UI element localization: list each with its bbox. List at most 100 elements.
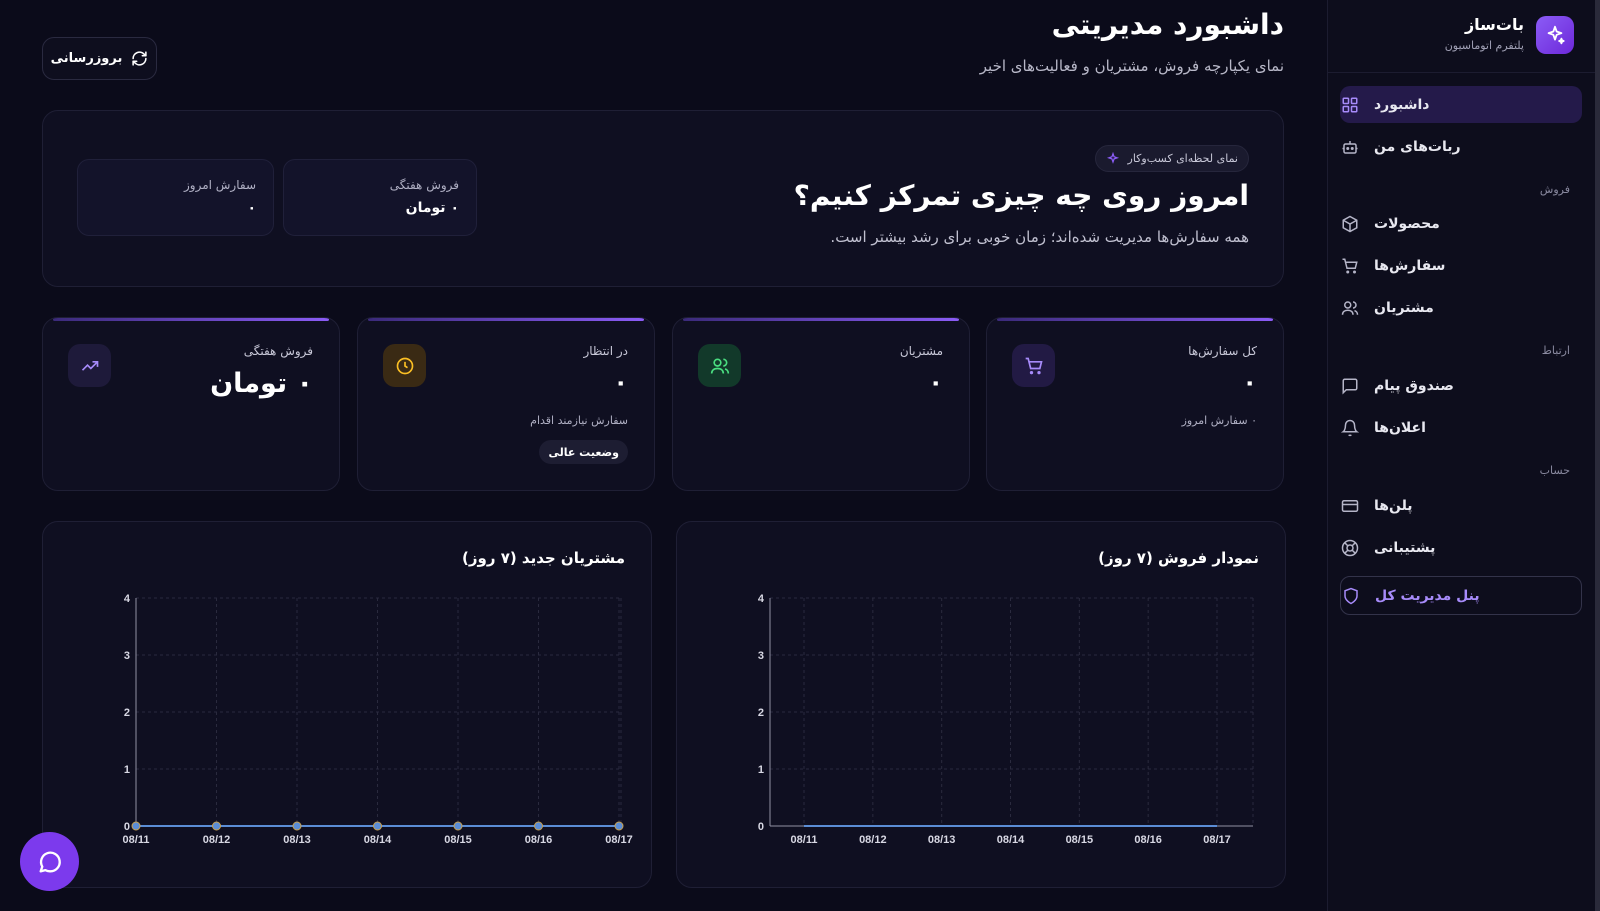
nav-section-account: حساب	[1539, 464, 1570, 477]
chart-title: مشتریان جدید (۷ روز)	[462, 549, 625, 567]
box-icon	[1340, 214, 1360, 234]
y-tick-label: 1	[758, 764, 764, 776]
x-tick-label: 08/11	[123, 834, 150, 846]
sidebar: بات‌ساز پلتفرم اتوماسیون داشبورد ربات‌ها…	[1327, 0, 1600, 911]
hero-text: همه سفارش‌ها مدیریت شده‌اند؛ زمان خوبی ب…	[830, 228, 1249, 246]
sidebar-item-inbox[interactable]: صندوق پیام	[1340, 367, 1582, 404]
sidebar-item-customers[interactable]: مشتریان	[1340, 289, 1582, 326]
y-tick-label: 1	[124, 764, 130, 776]
x-tick-label: 08/15	[444, 834, 472, 846]
stat-card-total-orders: کل سفارش‌ها ۰ ۰ سفارش امروز	[986, 317, 1284, 491]
trending-up-icon	[68, 344, 111, 387]
stat-label: کل سفارش‌ها	[1188, 344, 1257, 358]
sidebar-item-products[interactable]: محصولات	[1340, 205, 1582, 242]
brand-logo-icon	[1536, 16, 1574, 54]
stat-note: ۰ سفارش امروز	[1181, 414, 1257, 427]
data-point	[614, 821, 624, 831]
lifebuoy-icon	[1340, 538, 1360, 558]
x-tick-label: 08/12	[203, 834, 231, 846]
data-point	[534, 821, 543, 831]
stat-label: در انتظار	[583, 344, 628, 358]
hero-today-orders: سفارش امروز ۰	[77, 159, 274, 236]
y-tick-label: 0	[124, 821, 130, 833]
stat-accent-bar	[683, 318, 959, 321]
sidebar-item-dashboard[interactable]: داشبورد	[1340, 86, 1582, 123]
sidebar-item-label: ربات‌های من	[1374, 138, 1461, 155]
x-tick-label: 08/11	[791, 834, 818, 846]
chat-icon	[36, 848, 64, 876]
sidebar-item-support[interactable]: پشتیبانی	[1340, 529, 1582, 566]
refresh-icon	[131, 50, 148, 67]
stat-accent-bar	[53, 318, 329, 321]
x-tick-label: 08/12	[859, 834, 887, 846]
y-tick-label: 4	[758, 593, 765, 605]
x-tick-label: 08/17	[605, 834, 633, 846]
sparkle-icon	[1106, 151, 1120, 166]
sidebar-item-label: داشبورد	[1374, 96, 1430, 113]
stat-label: فروش هفتگی	[243, 344, 313, 358]
status-badge: وضعیت عالی	[539, 440, 628, 464]
bot-icon	[1340, 137, 1360, 157]
hero-card: نمای لحظه‌ای کسب‌وکار امروز روی چه چیزی …	[42, 110, 1284, 287]
sidebar-item-label: صندوق پیام	[1374, 377, 1454, 394]
hero-weekly-sales: فروش هفتگی ۰ تومان	[283, 159, 477, 236]
sidebar-item-my-bots[interactable]: ربات‌های من	[1340, 128, 1582, 165]
stat-value: ۰	[928, 368, 943, 396]
brand-name: بات‌ساز	[1464, 15, 1524, 34]
y-tick-label: 3	[124, 650, 130, 662]
sales-chart-card: نمودار فروش (۷ روز) 0 1 2 3 4 08/11 08/12 08/13…	[676, 521, 1286, 888]
shield-icon	[1341, 586, 1361, 606]
cart-icon	[1012, 344, 1055, 387]
brand-subtitle: پلتفرم اتوماسیون	[1444, 39, 1524, 52]
customers-chart-card: مشتریان جدید (۷ روز) 0 1 2 3 4 08/11 08/12 08/1…	[42, 521, 652, 888]
stat-value: ۰	[1242, 368, 1257, 396]
y-tick-label: 3	[758, 650, 764, 662]
sales-chart: 0 1 2 3 4 08/11 08/12 08/13 08/14 08/15 08/16 08/17	[758, 593, 1254, 846]
sidebar-item-label: پنل مدیریت کل	[1375, 587, 1480, 604]
grid-icon	[1340, 95, 1360, 115]
chart-title: نمودار فروش (۷ روز)	[1098, 549, 1259, 567]
stat-value: ۰ تومان	[210, 368, 313, 399]
x-tick-label: 08/14	[997, 834, 1025, 846]
data-point	[373, 821, 382, 831]
bell-icon	[1340, 418, 1360, 438]
refresh-button-label: بروزرسانی	[50, 51, 123, 66]
sidebar-item-label: پشتیبانی	[1374, 539, 1436, 556]
credit-card-icon	[1340, 496, 1360, 516]
data-point	[212, 821, 221, 831]
cart-icon	[1340, 256, 1360, 276]
refresh-button[interactable]: بروزرسانی	[42, 37, 157, 80]
sidebar-item-label: اعلان‌ها	[1374, 419, 1426, 436]
sidebar-item-orders[interactable]: سفارش‌ها	[1340, 247, 1582, 284]
sidebar-item-plans[interactable]: پلن‌ها	[1340, 487, 1582, 524]
x-tick-label: 08/15	[1066, 834, 1094, 846]
sidebar-item-notifications[interactable]: اعلان‌ها	[1340, 409, 1582, 446]
y-tick-label: 4	[124, 593, 131, 605]
scrollbar[interactable]	[1595, 0, 1600, 911]
hero-today-orders-label: سفارش امروز	[183, 178, 256, 192]
sidebar-item-label: محصولات	[1374, 215, 1440, 232]
stat-value: ۰	[613, 368, 628, 396]
sidebar-item-label: سفارش‌ها	[1374, 257, 1446, 274]
hero-badge-label: نمای لحظه‌ای کسب‌وکار	[1127, 152, 1238, 165]
x-tick-label: 08/16	[1134, 834, 1162, 846]
sidebar-item-admin-panel[interactable]: پنل مدیریت کل	[1340, 576, 1582, 615]
nav-section-communication: ارتباط	[1541, 344, 1570, 357]
y-tick-label: 0	[758, 821, 764, 833]
page-subtitle: نمای یکپارچه فروش، مشتریان و فعالیت‌های …	[979, 57, 1284, 75]
stat-accent-bar	[368, 318, 644, 321]
clock-icon	[383, 344, 426, 387]
chat-fab-button[interactable]	[20, 832, 79, 891]
data-point	[131, 821, 141, 831]
hero-weekly-sales-label: فروش هفتگی	[389, 178, 459, 192]
sidebar-item-label: مشتریان	[1374, 299, 1434, 316]
x-tick-label: 08/17	[1203, 834, 1231, 846]
stat-card-customers: مشتریان ۰	[672, 317, 970, 491]
x-tick-label: 08/14	[364, 834, 392, 846]
new-customers-chart: 0 1 2 3 4 08/11 08/12 08/13 08/14 08/15 08/16 08/17	[123, 593, 633, 846]
nav-section-sales: فروش	[1539, 183, 1570, 196]
x-tick-label: 08/13	[928, 834, 956, 846]
stat-note: سفارش نیازمند اقدام	[530, 414, 628, 427]
data-point	[292, 821, 302, 831]
y-tick-label: 2	[124, 707, 130, 719]
